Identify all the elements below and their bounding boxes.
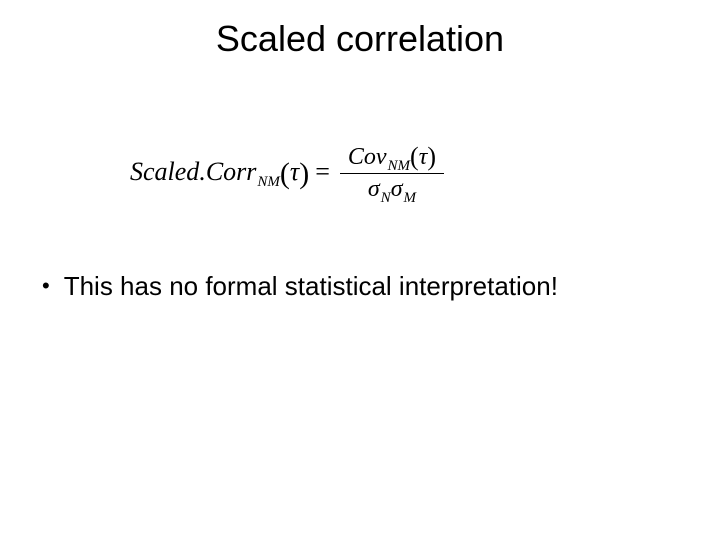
den-sub2: M xyxy=(404,190,417,207)
lhs-word2: Corr xyxy=(206,157,257,187)
bullet-text: This has no formal statistical interpret… xyxy=(64,270,558,302)
equals-sign: = xyxy=(315,157,330,187)
lhs-subscript: NM xyxy=(257,174,280,191)
bullet-marker: • xyxy=(42,270,50,302)
den-sigma1: σ xyxy=(368,176,380,202)
numerator: Cov NM ( τ ) xyxy=(340,140,444,173)
num-word: Cov xyxy=(348,144,387,170)
fraction: Cov NM ( τ ) σ N σ M xyxy=(340,140,444,204)
formula-lhs: Scaled . Corr NM xyxy=(130,157,280,187)
num-paren-open: ( xyxy=(410,143,419,172)
lhs-arg: τ xyxy=(290,157,299,187)
formula: Scaled . Corr NM ( τ ) = Cov NM ( τ ) σ … xyxy=(130,140,444,204)
num-arg: τ xyxy=(419,144,428,170)
den-sub1: N xyxy=(381,190,391,207)
denominator: σ N σ M xyxy=(360,174,424,204)
lhs-paren-close: ) xyxy=(299,157,309,191)
slide: Scaled correlation Scaled . Corr NM ( τ … xyxy=(0,0,720,540)
bullet-item: • This has no formal statistical interpr… xyxy=(42,270,558,302)
num-subscript: NM xyxy=(388,158,411,175)
num-paren-close: ) xyxy=(427,143,436,172)
den-sigma2: σ xyxy=(391,176,403,202)
lhs-word1: Scaled xyxy=(130,157,199,187)
lhs-paren-open: ( xyxy=(280,157,290,191)
slide-title: Scaled correlation xyxy=(0,18,720,60)
